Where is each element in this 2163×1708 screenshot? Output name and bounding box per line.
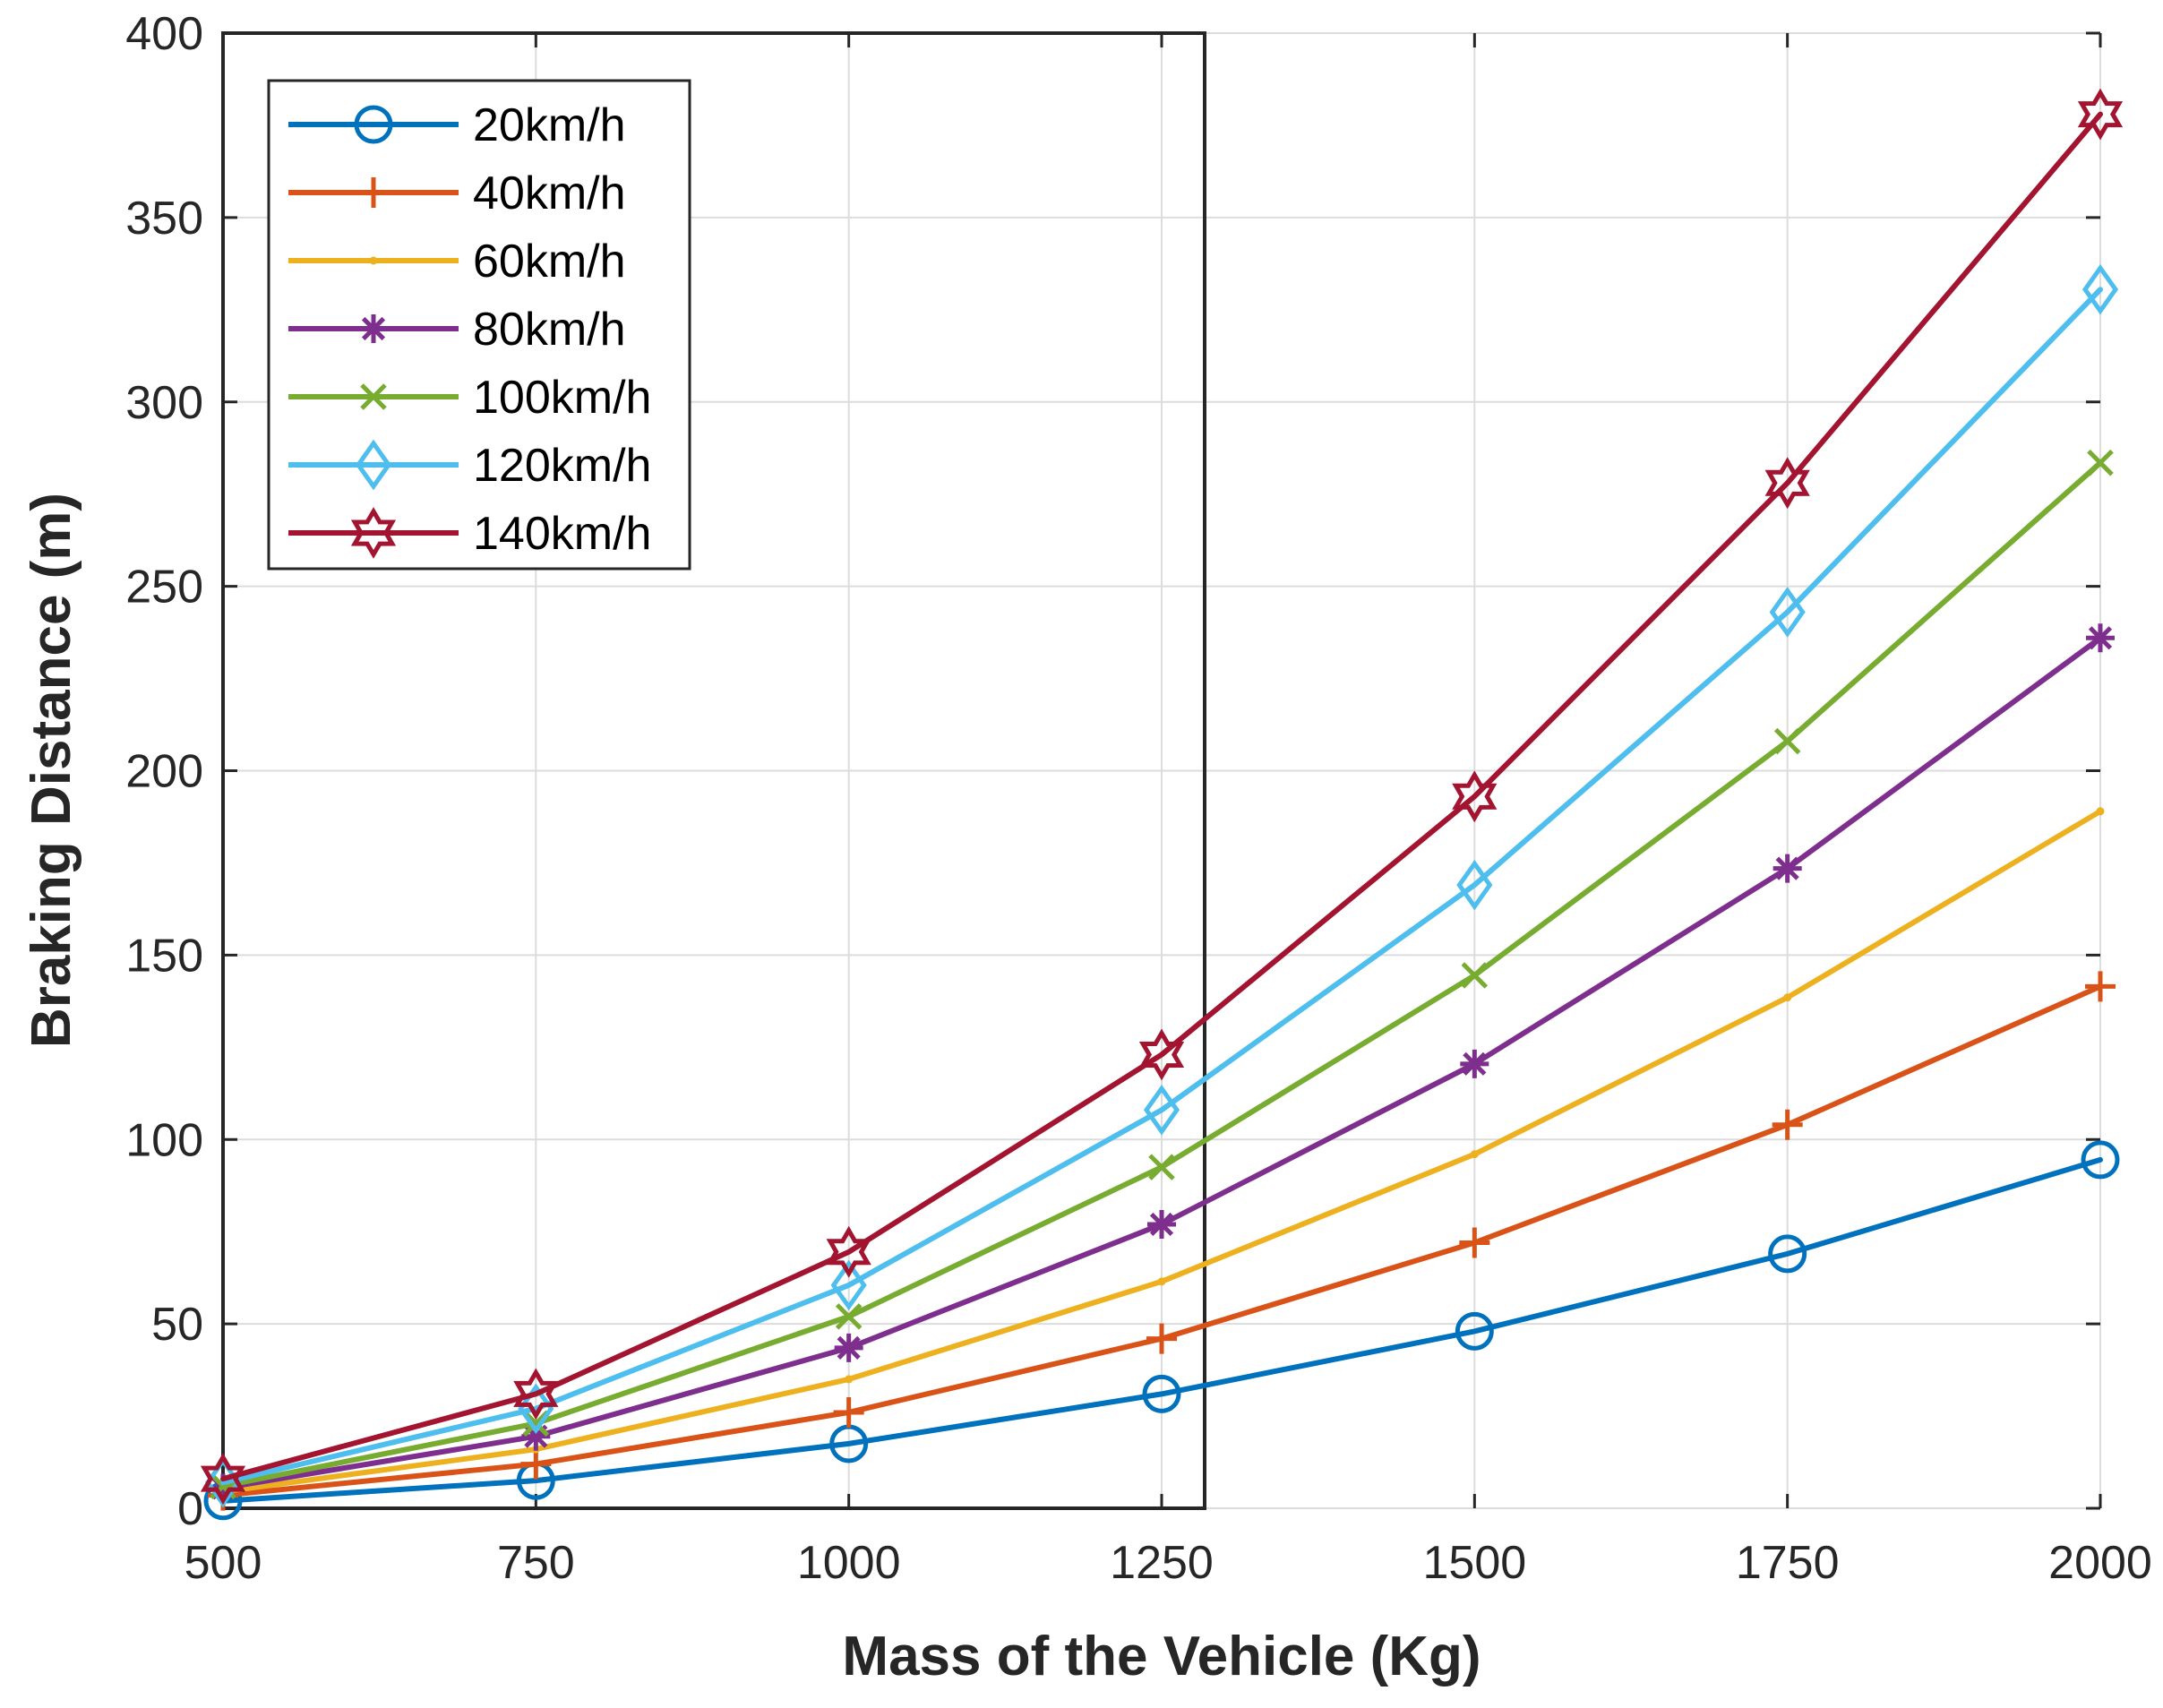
series-120km/h xyxy=(204,263,2119,1508)
data-point xyxy=(1146,1323,1177,1354)
y-tick-label: 0 xyxy=(177,1483,203,1535)
data-point xyxy=(2081,263,2119,315)
legend-item-80km/h: 80km/h xyxy=(288,304,626,356)
legend-label: 20km/h xyxy=(473,99,626,151)
data-point xyxy=(1456,859,1493,911)
axis-ticks: 500 750 1000 1250 1500 1750 2000 0 50 100 150 200 25… xyxy=(125,8,2152,1589)
data-point xyxy=(200,1453,246,1506)
series-140km/h xyxy=(200,88,2124,1506)
data-point xyxy=(518,1383,554,1435)
data-point xyxy=(1470,1150,1479,1159)
data-point xyxy=(2096,807,2105,816)
data-point xyxy=(2077,88,2124,141)
x-tick-label: 1750 xyxy=(1736,1537,1840,1589)
y-tick-label: 200 xyxy=(125,746,203,798)
legend-item-140km/h: 140km/h xyxy=(288,507,651,560)
legend-marker xyxy=(359,314,388,343)
data-point xyxy=(521,1421,551,1451)
y-tick-label: 100 xyxy=(125,1114,203,1166)
data-point xyxy=(1459,1227,1490,1258)
data-point xyxy=(1452,770,1498,823)
data-point xyxy=(1147,1209,1176,1239)
data-point xyxy=(1783,993,1792,1002)
legend-label: 140km/h xyxy=(473,508,651,560)
data-point xyxy=(513,1368,559,1420)
series-80km/h xyxy=(209,623,2115,1503)
y-tick-label: 400 xyxy=(125,8,203,60)
series-100km/h xyxy=(210,449,2114,1500)
data-point xyxy=(1455,1311,1494,1351)
y-tick-label: 250 xyxy=(125,562,203,614)
x-tick-label: 2000 xyxy=(2048,1537,2152,1589)
y-tick-label: 150 xyxy=(125,930,203,982)
legend-label: 80km/h xyxy=(473,304,626,356)
legend: 20km/h 40km/h 60km/h 80km/h 100km/h 120km/h 14… xyxy=(267,79,691,571)
data-point xyxy=(835,1303,863,1330)
data-point xyxy=(1142,1374,1181,1413)
data-point xyxy=(1157,1277,1166,1286)
legend-marker xyxy=(358,177,389,208)
data-point xyxy=(2087,449,2114,476)
legend-marker xyxy=(355,439,392,491)
data-point xyxy=(1148,1154,1175,1180)
x-axis-title: Mass of the Vehicle (Kg) xyxy=(842,1626,1481,1687)
legend-item-40km/h: 40km/h xyxy=(288,167,626,219)
legend-label: 100km/h xyxy=(473,372,651,424)
data-point xyxy=(1772,854,1802,883)
data-point xyxy=(1461,962,1489,989)
legend-item-100km/h: 100km/h xyxy=(288,372,651,424)
data-point xyxy=(830,1259,867,1311)
x-tick-label: 750 xyxy=(497,1537,575,1589)
data-point xyxy=(1143,1084,1180,1136)
legend-item-60km/h: 60km/h xyxy=(288,236,626,288)
series-line xyxy=(220,1156,2103,1504)
data-point xyxy=(833,1396,864,1428)
data-point xyxy=(1460,1049,1489,1078)
data-point xyxy=(1772,1109,1803,1140)
legend-marker xyxy=(369,256,378,265)
legend-label: 40km/h xyxy=(473,167,626,219)
x-tick-label: 500 xyxy=(185,1537,262,1589)
series-line xyxy=(220,111,2103,1482)
data-point xyxy=(1764,457,1810,510)
series-line xyxy=(220,287,2103,1486)
x-tick-label: 1250 xyxy=(1110,1537,1214,1589)
data-point xyxy=(2081,1140,2120,1180)
data-point xyxy=(826,1225,871,1278)
legend-label: 120km/h xyxy=(473,440,651,492)
data-point xyxy=(1138,1028,1185,1081)
y-tick-label: 300 xyxy=(125,377,203,429)
legend-marker xyxy=(350,507,397,559)
legend-box xyxy=(267,79,691,571)
data-point xyxy=(2086,623,2115,653)
legend-label: 60km/h xyxy=(473,236,626,288)
data-point xyxy=(2085,971,2116,1002)
x-tick-label: 1000 xyxy=(797,1537,901,1589)
y-tick-label: 350 xyxy=(125,193,203,245)
data-point xyxy=(520,1448,552,1480)
y-tick-label: 50 xyxy=(151,1299,203,1351)
legend-marker xyxy=(354,105,393,144)
y-axis-title: Braking Distance (m) xyxy=(21,493,82,1048)
legend-marker xyxy=(360,383,387,410)
data-point xyxy=(845,1375,854,1384)
series-group xyxy=(200,88,2124,1521)
data-point xyxy=(1769,587,1806,638)
legend-item-120km/h: 120km/h xyxy=(288,439,651,492)
x-tick-label: 1500 xyxy=(1422,1537,1526,1589)
data-point xyxy=(834,1333,863,1362)
data-point xyxy=(1773,727,1801,755)
legend-item-20km/h: 20km/h xyxy=(288,99,626,151)
data-point xyxy=(1768,1234,1807,1274)
